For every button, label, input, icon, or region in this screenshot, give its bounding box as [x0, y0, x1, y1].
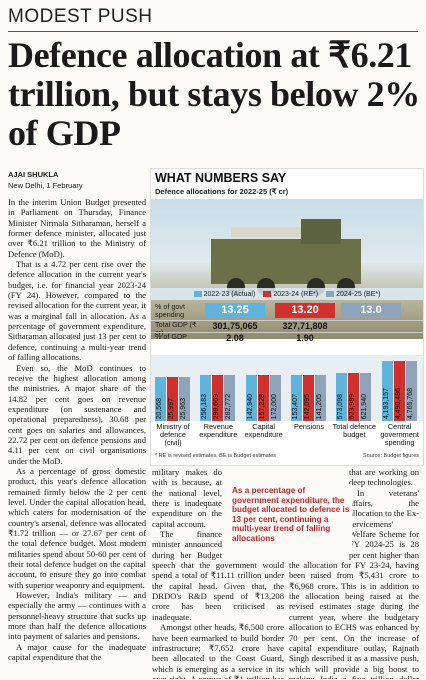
- group-label: Capital expenditure: [244, 422, 283, 439]
- paragraph: that are working on deep technologies.: [349, 467, 419, 488]
- legend-item: 2023-24 (RE*): [263, 291, 318, 298]
- value-label: 298,669: [213, 393, 221, 419]
- infographic: WHAT NUMBERS SAY Defence allocations for…: [150, 168, 424, 466]
- legend: 2022-23 (Actual) 2023-24 (RE*) 2024-25 (BE…: [151, 288, 423, 300]
- row-rule: [151, 320, 423, 321]
- infographic-title: WHAT NUMBERS SAY: [155, 171, 287, 185]
- legend-item: 2024-25 (BE*): [326, 291, 380, 298]
- value-label: 25,997: [168, 397, 175, 419]
- value-box: 157,228: [257, 375, 269, 421]
- group-label: Ministry of defence (civil): [156, 422, 190, 447]
- infographic-subtitle: Defence allocations for 2022-25 (₹ cr): [155, 187, 289, 196]
- bar-area: 20,568 25,997 25,963 256,183 298,669 282,772 1…: [151, 355, 423, 421]
- footnote: * RE is revised estimates, BE is Budget …: [155, 453, 277, 459]
- value-label: 4,193,157: [382, 387, 390, 419]
- value-box: 573,098: [336, 373, 348, 421]
- row-value: 1.90: [296, 333, 314, 343]
- value-label: 256,183: [201, 393, 209, 419]
- legend-label: 2023-24 (RE*): [273, 290, 319, 298]
- paragraph: military makes do with is because, at th…: [152, 467, 222, 529]
- headline: Defence allocation at ₹6.21 trillion, bu…: [8, 35, 420, 153]
- row-value: 327,71,808: [282, 321, 328, 331]
- paragraph: Even so, the MoD continues to receive th…: [8, 362, 146, 466]
- legend-swatch: [263, 290, 272, 297]
- value-box: 623,989: [348, 373, 360, 421]
- paragraph: That is a 4.72 per cent rise over the de…: [8, 259, 146, 363]
- legend-swatch: [326, 290, 335, 297]
- value-box: 153,407: [291, 375, 302, 421]
- value-label: 621,940: [361, 393, 369, 419]
- paragraph: In veterans' affairs, the allocation to …: [289, 487, 419, 679]
- value-label: 573,098: [337, 393, 345, 419]
- value-box: 282,772: [224, 375, 236, 421]
- rule: [8, 31, 418, 32]
- missile: [231, 227, 301, 237]
- kicker: MODEST PUSH: [8, 6, 153, 27]
- value-box: 20,568: [155, 377, 166, 421]
- value-box: 25,963: [179, 377, 190, 421]
- value-box: 621,940: [360, 373, 372, 421]
- value-label: 141,205: [316, 393, 323, 419]
- value-label: 153,407: [292, 393, 299, 419]
- vehicle: [301, 219, 341, 244]
- value-label: 282,772: [225, 393, 233, 419]
- value-box: 4,490,486: [393, 361, 405, 421]
- value-label: 4,490,486: [394, 387, 402, 419]
- row-label: % of govt spending: [155, 302, 185, 319]
- value-box: 298,669: [212, 375, 224, 421]
- source: Source: Budget figures: [363, 453, 419, 459]
- value-label: 142,095: [304, 393, 311, 419]
- legend-item: 2022-23 (Actual): [193, 290, 256, 298]
- legend-label: 2024-25 (BE*): [336, 290, 381, 298]
- legend-swatch: [193, 290, 202, 297]
- value-label: 172,000: [270, 393, 278, 419]
- row-value: 13.0: [341, 303, 401, 318]
- row-rule: [151, 332, 423, 333]
- group-label: Total defence budget: [332, 422, 377, 439]
- vehicle: [211, 239, 361, 284]
- row-value: 13.20: [275, 303, 335, 318]
- column: that are working on deep technologies. In…: [289, 467, 419, 679]
- column: military makes do with is because, at th…: [152, 467, 284, 679]
- pull-quote: As a percentage of government expenditur…: [226, 484, 352, 547]
- value-box: 25,997: [167, 377, 178, 421]
- value-box: 172,000: [269, 375, 281, 421]
- value-box: 4,765,768: [405, 361, 417, 421]
- paragraph: However, India's military — and especial…: [8, 590, 146, 642]
- paragraph: The finance minister announced during he…: [152, 529, 284, 622]
- value-label: 623,989: [349, 393, 357, 419]
- row-value: 13.25: [205, 303, 265, 318]
- value-box: 142,095: [303, 375, 314, 421]
- value-label: 25,963: [180, 397, 187, 419]
- value-box: 4,193,157: [381, 361, 393, 421]
- row-value: 2.08: [226, 333, 244, 343]
- value-box: 142,940: [245, 375, 257, 421]
- value-label: 4,765,768: [406, 387, 414, 419]
- legend-label: 2022-23 (Actual): [203, 290, 256, 298]
- value-box: 141,205: [315, 375, 326, 421]
- group-label: Revenue expenditure: [199, 422, 238, 439]
- group-label: Central government spending: [380, 422, 419, 447]
- paragraph: As a percentage of gross domestic produc…: [8, 465, 146, 590]
- column: In the interim Union Budget presented in…: [8, 197, 146, 677]
- author: AJAI SHUKLA: [8, 170, 59, 179]
- value-label: 20,568: [156, 397, 163, 419]
- paragraph: Amongst other heads, ₹6,500 crore have b…: [152, 622, 284, 679]
- group-label: Pensions: [293, 422, 325, 431]
- value-label: 142,940: [246, 393, 254, 419]
- row-value: 301,75,065: [212, 321, 258, 331]
- paragraph: In the interim Union Budget presented in…: [8, 197, 146, 259]
- dateline: New Delhi, 1 February: [8, 181, 83, 190]
- paragraph: A major cause for the inadequate capital…: [8, 641, 146, 663]
- value-label: 157,228: [258, 393, 266, 419]
- row-label: % of GDP: [155, 332, 187, 341]
- value-box: 256,183: [200, 375, 212, 421]
